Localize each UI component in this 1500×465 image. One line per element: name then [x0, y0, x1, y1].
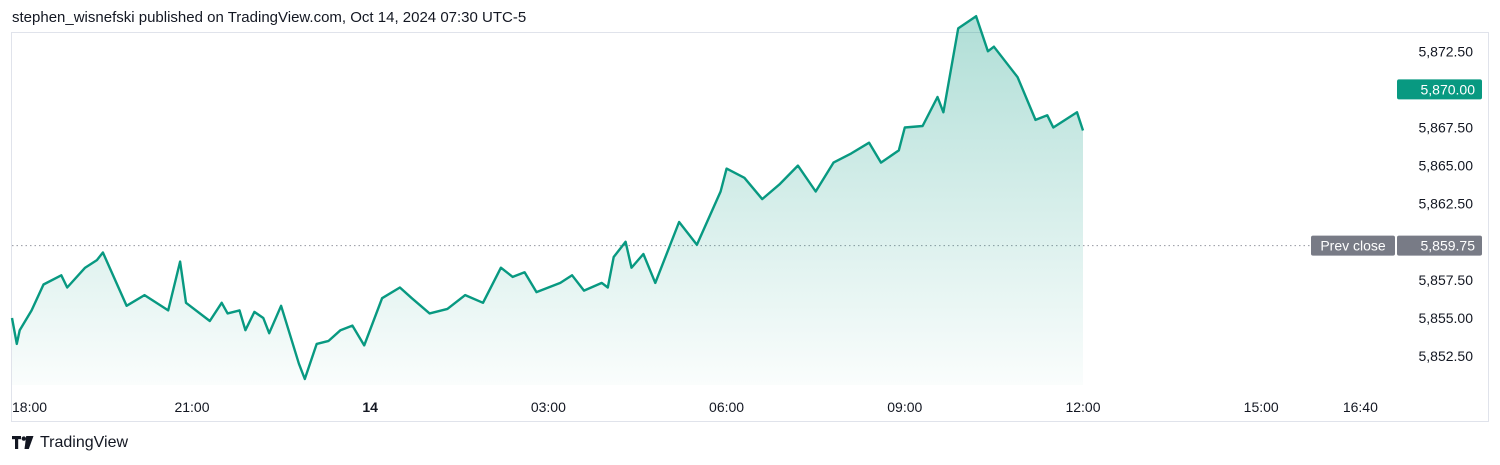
- y-tick-label: 5,855.00: [1419, 310, 1474, 326]
- x-tick-label: 16:40: [1343, 399, 1378, 415]
- y-tick-label: 5,862.50: [1419, 196, 1474, 212]
- chart-frame: [11, 32, 1489, 422]
- tradingview-logo-icon: [12, 436, 34, 449]
- x-tick-label: 14: [362, 399, 378, 415]
- prev-close-value-badge: [1397, 235, 1482, 256]
- x-tick-label: 03:00: [531, 399, 566, 415]
- prev-close-label-badge: [1311, 235, 1395, 256]
- x-tick-label: 09:00: [887, 399, 922, 415]
- y-tick-label: 5,852.50: [1419, 348, 1474, 364]
- x-tick-label: 21:00: [174, 399, 209, 415]
- y-tick-label: 5,857.50: [1419, 272, 1474, 288]
- x-axis: 18:00 21:00 14 03:00 06:00 09:00 12:00 15:00 16:…: [12, 399, 1378, 415]
- y-tick-label: 5,872.50: [1419, 43, 1474, 59]
- prev-close-label: Prev close: [1320, 238, 1386, 254]
- price-badges: 5,870.00 Prev close 5,859.75: [1311, 79, 1482, 256]
- publish-info: stephen_wisnefski published on TradingVi…: [12, 9, 527, 26]
- x-tick-label: 18:00: [12, 399, 47, 415]
- y-axis: 5,872.50 5,867.50 5,865.00 5,862.50 5,857.50…: [1419, 43, 1474, 364]
- prev-close-value: 5,859.75: [1421, 238, 1476, 254]
- current-price-label: 5,870.00: [1421, 81, 1476, 97]
- current-price-badge: [1397, 79, 1482, 100]
- price-area-fill: [12, 16, 1083, 385]
- price-line: [10, 15, 1085, 381]
- tradingview-wordmark: TradingView: [40, 434, 129, 451]
- y-tick-label: 5,865.00: [1419, 158, 1474, 174]
- x-tick-label: 12:00: [1065, 399, 1100, 415]
- x-tick-label: 06:00: [709, 399, 744, 415]
- x-tick-label: 15:00: [1244, 399, 1279, 415]
- y-tick-label: 5,867.50: [1419, 120, 1474, 136]
- footer: TradingView: [12, 434, 128, 452]
